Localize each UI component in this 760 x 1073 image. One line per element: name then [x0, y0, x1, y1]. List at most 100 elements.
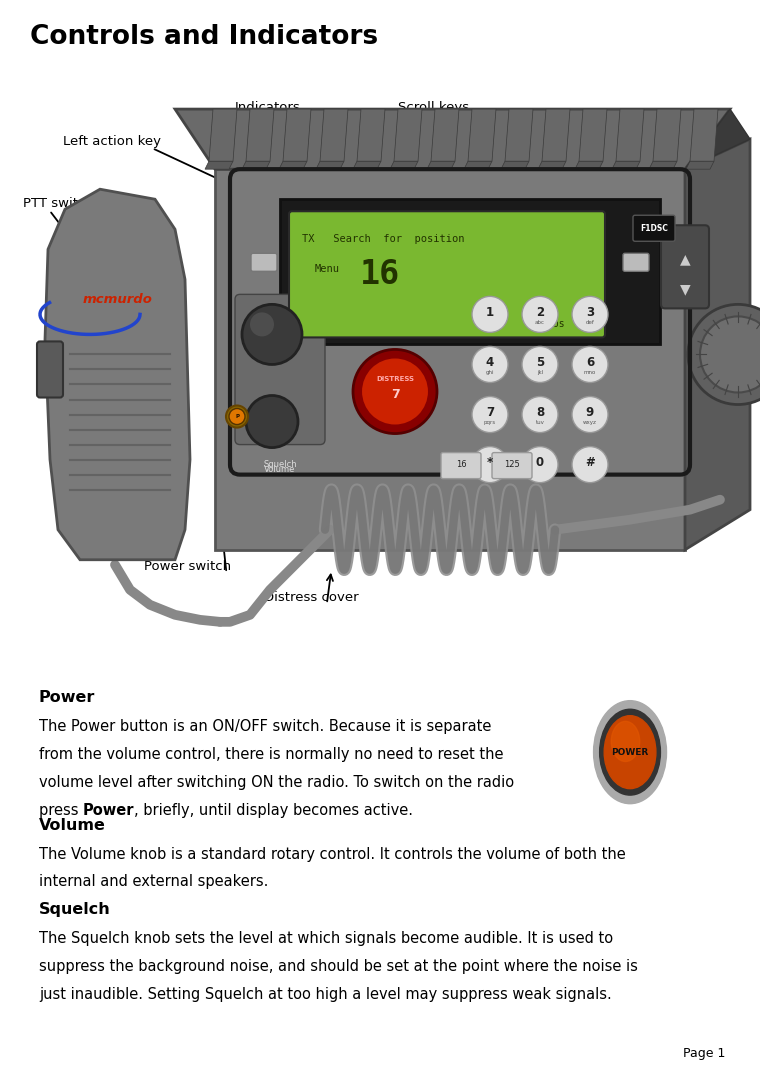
Polygon shape [394, 109, 422, 161]
Text: 7: 7 [391, 388, 399, 401]
Text: The Power button is an ON/OFF switch. Because it is separate: The Power button is an ON/OFF switch. Be… [39, 719, 491, 734]
Text: Right action key: Right action key [608, 135, 730, 148]
Circle shape [700, 317, 760, 393]
Text: TX   Search  for  position: TX Search for position [302, 234, 464, 245]
Polygon shape [353, 161, 381, 170]
Text: 3: 3 [586, 306, 594, 319]
FancyBboxPatch shape [623, 253, 649, 271]
Circle shape [688, 305, 760, 405]
Polygon shape [242, 161, 270, 170]
Text: Volume: Volume [39, 818, 106, 833]
Text: 16: 16 [456, 460, 467, 469]
Circle shape [611, 721, 640, 762]
FancyBboxPatch shape [251, 253, 277, 271]
Text: Power: Power [83, 803, 135, 818]
Text: 8: 8 [536, 406, 544, 420]
Circle shape [226, 406, 248, 427]
Text: jkl: jkl [537, 370, 543, 374]
Text: Controls and Indicators: Controls and Indicators [30, 24, 378, 49]
Polygon shape [427, 161, 455, 170]
FancyBboxPatch shape [441, 453, 481, 479]
Text: tuv: tuv [536, 420, 544, 425]
Polygon shape [685, 139, 750, 549]
Text: Squelch: Squelch [263, 459, 297, 469]
Polygon shape [501, 161, 529, 170]
Text: 5: 5 [536, 356, 544, 369]
Text: Squelch: Squelch [39, 902, 110, 917]
Text: 1: 1 [486, 306, 494, 319]
Polygon shape [690, 109, 718, 161]
Circle shape [522, 296, 558, 333]
Text: from the volume control, there is normally no need to reset the: from the volume control, there is normal… [39, 747, 503, 762]
Circle shape [594, 701, 667, 804]
Polygon shape [390, 161, 418, 170]
Polygon shape [686, 161, 714, 170]
Polygon shape [685, 109, 750, 170]
Text: DISTRESS: DISTRESS [376, 377, 414, 382]
Text: mcmurdo: mcmurdo [83, 293, 153, 306]
Text: P: P [235, 414, 239, 420]
Polygon shape [431, 109, 459, 161]
Polygon shape [175, 109, 730, 170]
Polygon shape [464, 161, 492, 170]
Text: 4: 4 [486, 356, 494, 369]
Text: 125: 125 [504, 460, 520, 469]
Text: wxyz: wxyz [583, 420, 597, 425]
Polygon shape [542, 109, 570, 161]
Text: POWER: POWER [611, 748, 649, 756]
Text: volume level after switching ON the radio. To switch on the radio: volume level after switching ON the radi… [39, 775, 514, 790]
FancyBboxPatch shape [235, 294, 325, 444]
Text: 7: 7 [486, 406, 494, 420]
Text: Pos: Pos [547, 320, 565, 329]
Circle shape [242, 305, 302, 365]
Circle shape [522, 397, 558, 432]
Polygon shape [320, 109, 348, 161]
Text: ▼: ▼ [679, 282, 690, 296]
Text: PTT switch: PTT switch [23, 197, 93, 210]
Circle shape [604, 716, 656, 789]
Text: The Squelch knob sets the level at which signals become audible. It is used to: The Squelch knob sets the level at which… [39, 931, 613, 946]
Text: Volume: Volume [264, 465, 296, 473]
Polygon shape [205, 161, 233, 170]
Circle shape [250, 312, 274, 337]
Circle shape [522, 446, 558, 483]
Circle shape [522, 347, 558, 382]
Text: The Volume knob is a standard rotary control. It controls the volume of both the: The Volume knob is a standard rotary con… [39, 847, 625, 862]
Circle shape [472, 296, 508, 333]
Polygon shape [653, 109, 681, 161]
Text: Page 1: Page 1 [683, 1047, 726, 1060]
Text: #: # [585, 456, 595, 469]
Text: 16: 16 [360, 258, 401, 291]
Circle shape [353, 350, 437, 433]
Polygon shape [246, 109, 274, 161]
Polygon shape [538, 161, 566, 170]
Circle shape [229, 409, 245, 425]
Text: ▲: ▲ [679, 252, 690, 266]
Circle shape [600, 709, 660, 795]
Text: just inaudible. Setting Squelch at too high a level may suppress weak signals.: just inaudible. Setting Squelch at too h… [39, 987, 612, 1002]
Text: Indicators: Indicators [235, 101, 300, 114]
Text: *: * [487, 456, 493, 469]
Text: internal and external speakers.: internal and external speakers. [39, 874, 268, 890]
Circle shape [472, 446, 508, 483]
Text: pqrs: pqrs [484, 420, 496, 425]
Polygon shape [280, 200, 660, 344]
Circle shape [572, 296, 608, 333]
FancyBboxPatch shape [289, 211, 605, 337]
Text: 2: 2 [536, 306, 544, 319]
Circle shape [246, 396, 298, 447]
Polygon shape [505, 109, 533, 161]
Polygon shape [468, 109, 496, 161]
Text: abc: abc [535, 320, 545, 325]
Polygon shape [357, 109, 385, 161]
Text: Left action key: Left action key [64, 135, 161, 148]
Text: F1DSC: F1DSC [640, 224, 668, 233]
Polygon shape [612, 161, 640, 170]
Polygon shape [215, 170, 685, 549]
Text: Power switch: Power switch [144, 560, 231, 573]
Text: mno: mno [584, 370, 596, 374]
Polygon shape [279, 161, 307, 170]
Circle shape [572, 397, 608, 432]
FancyBboxPatch shape [37, 341, 63, 397]
Polygon shape [45, 189, 190, 560]
